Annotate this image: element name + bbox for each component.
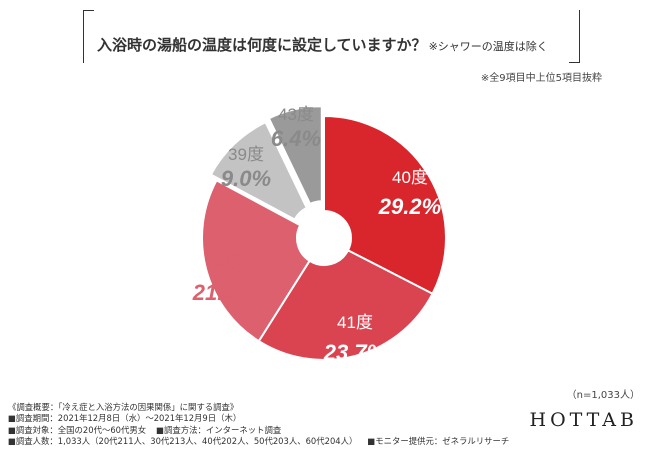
footer-target: ■調査対象：全国の20代～60代男女 <box>8 424 147 435</box>
excerpt-note: ※全9項目中上位5項目抜粋 <box>480 73 602 84</box>
footer-line: ■調査期間：2021年12月8日（水）～2021年12月9日（木） <box>8 413 242 424</box>
slice-category-label: 43度 <box>278 105 314 124</box>
slice-value-label: 6.4% <box>271 126 321 151</box>
slice-category-label: 42度 <box>206 253 242 272</box>
footer-line: 《調査概要：「冷え症と入浴方法の因果関係」に関する調査》 <box>8 402 239 412</box>
pie-slice <box>267 105 323 206</box>
sample-size-note: （n=1,033人） <box>566 390 640 401</box>
chart-title: 入浴時の湯船の温度は何度に設定していますか？ ※シャワーの温度は除く <box>97 34 548 55</box>
pie-slice <box>323 114 447 296</box>
slice-value-label: 23.7% <box>323 340 386 365</box>
footer-count: ■調査人数：1,033人（20代211人、30代213人、40代202人、50代… <box>8 435 358 446</box>
pie-slice <box>257 248 434 361</box>
title-corner-top-left <box>83 10 94 63</box>
slice-category-label: 41度 <box>337 313 373 332</box>
slice-value-label: 9.0% <box>221 166 271 191</box>
footer-provider: ■モニター提供元：ゼネラルリサーチ <box>367 435 510 446</box>
pie-slice <box>209 120 309 221</box>
title-corner-bottom-right <box>569 10 580 63</box>
footer-line: ■調査対象：全国の20代～60代男女 ■調査方法：インターネット調査 <box>8 425 519 436</box>
footer-method: ■調査方法：インターネット調査 <box>156 424 282 435</box>
footer-line: ■調査人数：1,033人（20代211人、30代213人、40代202人、50代… <box>8 436 519 447</box>
pie-slice <box>201 179 311 343</box>
slice-value-label: 29.2% <box>378 194 441 219</box>
brand-logo: HOTTAB <box>529 409 638 431</box>
title-main: 入浴時の湯船の温度は何度に設定していますか？ <box>97 36 427 54</box>
slice-value-label: 21.4% <box>192 280 255 305</box>
survey-footer: 《調査概要：「冷え症と入浴方法の因果関係」に関する調査》 ■調査期間：2021年… <box>8 402 519 447</box>
slice-category-label: 39度 <box>228 145 264 164</box>
slice-category-label: 40度 <box>392 168 428 187</box>
title-box: 入浴時の湯船の温度は何度に設定していますか？ ※シャワーの温度は除く <box>83 10 580 63</box>
title-note: ※シャワーの温度は除く <box>428 40 548 53</box>
